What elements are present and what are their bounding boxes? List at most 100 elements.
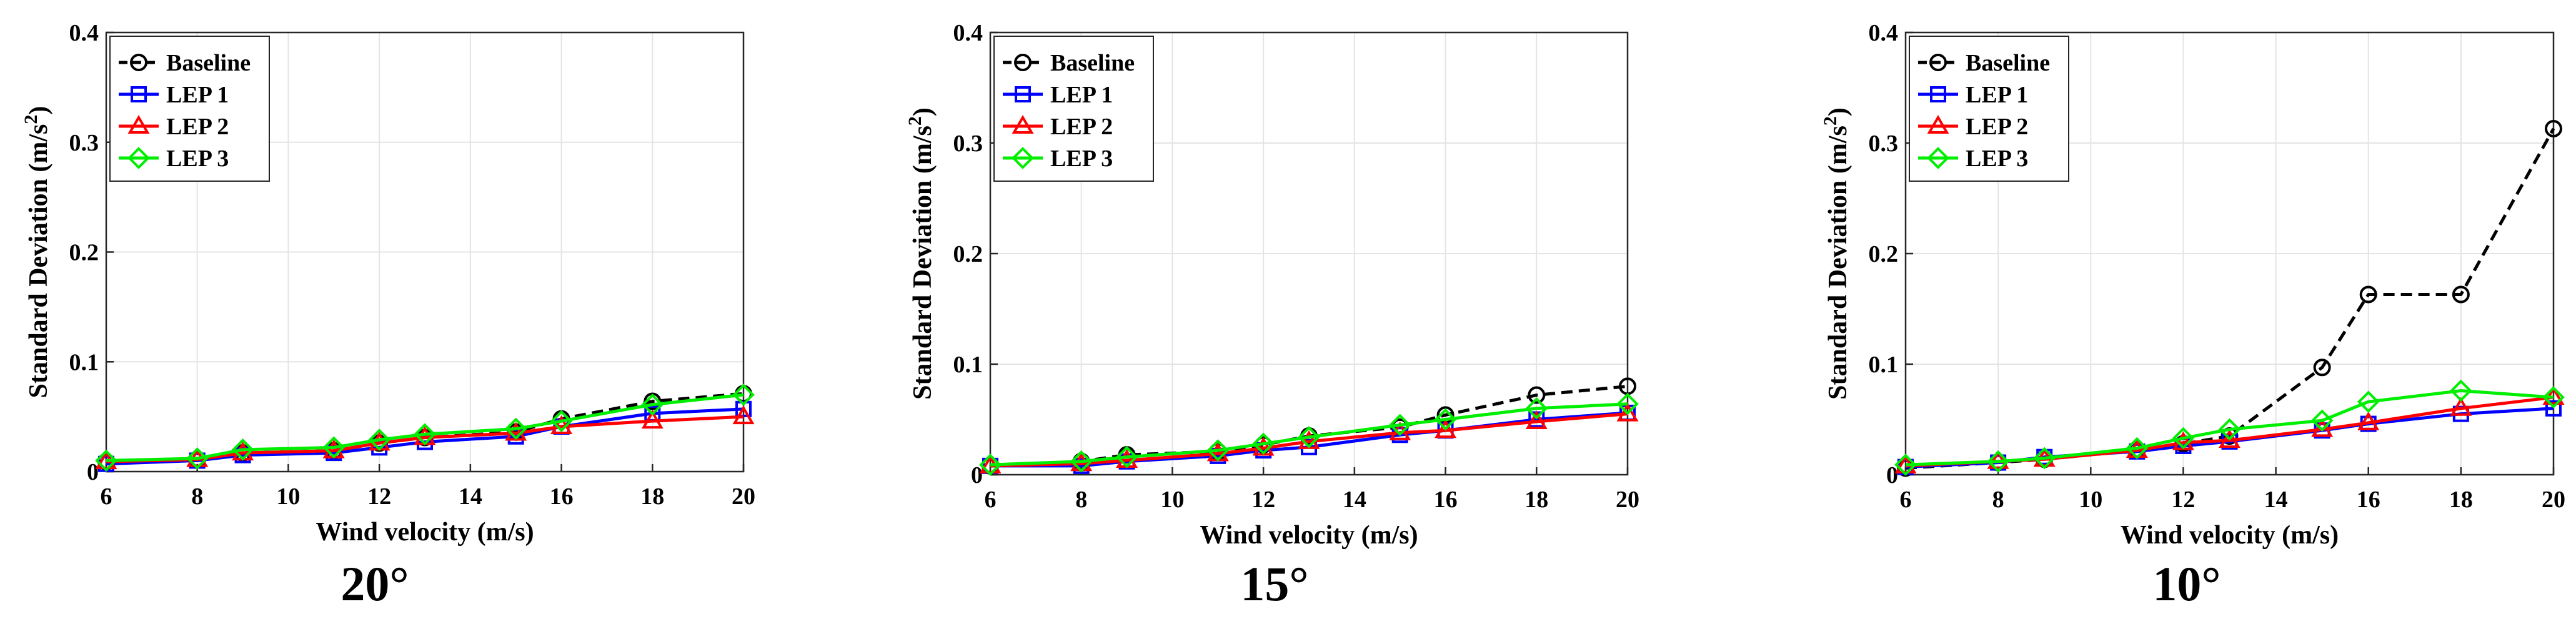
legend: Baseline LEP 1 LEP 2 LEP 3 — [1909, 36, 2069, 182]
data-point — [2545, 119, 2562, 137]
data-point — [641, 410, 664, 429]
data-point — [735, 400, 752, 417]
x-tick-label: 18 — [1524, 487, 1548, 513]
y-axis-label-sup: 2 — [905, 116, 925, 126]
x-tick-label: 16 — [1434, 487, 1458, 513]
x-tick-label: 16 — [550, 483, 574, 510]
data-point — [1434, 408, 1457, 431]
data-point — [2219, 429, 2240, 448]
y-axis-label: Standard Deviation (m/s2) — [905, 107, 937, 400]
x-tick-label: 20 — [1616, 487, 1639, 513]
y-axis-label-end: ) — [1824, 107, 1852, 116]
legend-label: LEP 2 — [166, 114, 229, 140]
x-tick-label: 20 — [2542, 487, 2565, 513]
y-axis-label-end: ) — [908, 107, 937, 116]
series-lep-3 — [979, 392, 1639, 476]
x-tick-label: 14 — [459, 483, 482, 510]
data-point — [732, 384, 755, 406]
chart-panel-10: 6 8 10 12 14 16 18 20 0 0.1 0.2 0.3 0.4 Wind velocity… — [1724, 0, 2576, 624]
data-point — [1616, 392, 1639, 415]
x-tick-label: 12 — [1251, 487, 1275, 513]
y-tick-label: 0 — [87, 459, 99, 485]
y-axis-label-main: Standard Deviation (m/s — [1824, 126, 1852, 400]
x-tick-label: 16 — [2357, 487, 2380, 513]
legend-label: LEP 3 — [1050, 146, 1113, 172]
chart-panel-15: 6 8 10 12 14 16 18 20 0 0.1 0.2 0.3 0.4 Wind velocity… — [862, 0, 1724, 624]
data-point — [1115, 445, 1138, 468]
caption-10: 10° — [2152, 557, 2221, 611]
y-tick-label: 0.4 — [953, 20, 983, 46]
data-point — [414, 423, 436, 446]
data-point — [550, 410, 573, 432]
data-point — [2450, 397, 2472, 416]
series-line — [106, 407, 744, 466]
y-tick-label: 0.3 — [953, 131, 983, 157]
data-point — [2357, 411, 2380, 430]
series-line — [106, 415, 744, 463]
caption-15: 15° — [1240, 557, 1309, 611]
chart-10-degrees: 6 8 10 12 14 16 18 20 0 0.1 0.2 0.3 0.4 Wind velocity… — [1820, 20, 2565, 550]
x-axis-label: Wind velocity (m/s) — [1200, 521, 1418, 550]
chart-15-degrees: 6 8 10 12 14 16 18 20 0 0.1 0.2 0.3 0.4 Wind velocity… — [905, 20, 1639, 550]
y-tick-label: 0.3 — [69, 130, 99, 156]
data-point — [2310, 409, 2334, 432]
data-point — [1298, 425, 1320, 448]
y-axis-label: Standard Deviation (m/s2) — [1820, 107, 1852, 400]
data-point — [1616, 402, 1639, 422]
data-point — [504, 417, 527, 440]
legend: Baseline LEP 1 LEP 2 LEP 3 — [993, 36, 1154, 182]
data-point — [1528, 386, 1546, 404]
data-point — [2311, 418, 2334, 437]
series-line — [990, 402, 1628, 467]
data-point — [641, 393, 664, 416]
y-tick-label: 0 — [1886, 462, 1898, 488]
x-tick-label: 6 — [985, 487, 997, 513]
legend-marker — [1012, 115, 1034, 134]
legend-label: LEP 3 — [166, 146, 229, 172]
chart-panel-20: 6 8 10 12 14 16 18 20 0 0.1 0.2 0.3 0.4 Wind velocity… — [0, 0, 862, 624]
legend-label: Baseline — [166, 50, 251, 76]
legend-label: LEP 1 — [1966, 82, 2028, 108]
x-tick-label: 6 — [101, 483, 112, 510]
y-tick-label: 0.4 — [1869, 20, 1899, 46]
x-tick-label: 18 — [2449, 487, 2473, 513]
data-point — [2126, 437, 2149, 460]
data-point — [186, 447, 209, 470]
legend-marker — [1929, 54, 1947, 71]
legend-label: Baseline — [1050, 50, 1135, 76]
data-point — [1206, 439, 1230, 462]
data-point — [231, 438, 254, 461]
series-line — [106, 393, 744, 462]
series-line — [990, 412, 1628, 468]
x-tick-label: 14 — [1343, 487, 1366, 513]
y-tick-label: 0.2 — [1869, 241, 1899, 267]
data-point — [2452, 285, 2470, 304]
legend-marker — [127, 147, 150, 169]
legend-label: LEP 3 — [1966, 146, 2028, 172]
x-tick-label: 12 — [2171, 487, 2195, 513]
data-point — [979, 453, 1002, 476]
series-line — [1905, 389, 2554, 467]
legend-marker — [1930, 86, 1946, 102]
data-point — [2033, 447, 2056, 470]
data-point — [732, 405, 755, 425]
y-axis-label-end: ) — [24, 106, 53, 115]
y-axis-label-main: Standard Deviation (m/s — [24, 124, 53, 399]
y-tick-label: 0.1 — [953, 352, 983, 378]
x-tick-label: 20 — [732, 483, 755, 510]
x-tick-label: 14 — [2264, 487, 2288, 513]
data-point — [368, 428, 390, 451]
series-lep-3 — [95, 384, 755, 472]
x-tick-label: 10 — [276, 483, 300, 510]
legend-label: LEP 2 — [1050, 114, 1113, 140]
data-point — [2172, 427, 2195, 450]
legend-marker — [127, 115, 150, 134]
data-point — [322, 436, 346, 459]
y-tick-label: 0.2 — [69, 240, 99, 266]
legend-label: LEP 1 — [1050, 82, 1113, 108]
y-axis-label-main: Standard Deviation (m/s — [908, 126, 937, 400]
y-tick-label: 0.4 — [69, 20, 99, 46]
x-tick-label: 8 — [1075, 487, 1087, 513]
data-point — [2542, 386, 2565, 409]
data-point — [2313, 359, 2331, 377]
